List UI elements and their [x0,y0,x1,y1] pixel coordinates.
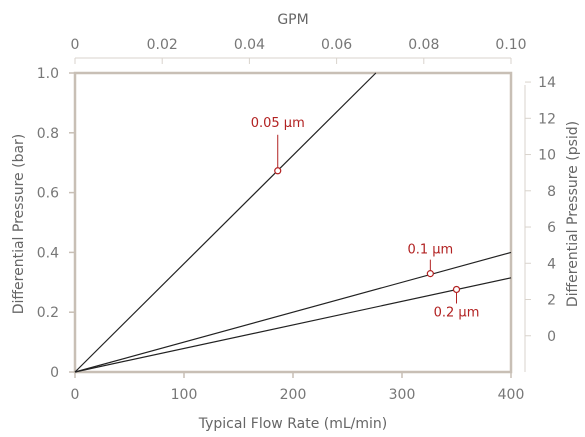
right-tick-label: 10 [538,148,556,164]
top-tick-label: 0.08 [408,37,439,53]
left-tick-label: 0.8 [37,126,59,142]
annotations: 0.05 µm 0.1 µm 0.2 µm [251,116,480,321]
left-tick-label: 0.6 [37,186,59,202]
top-tick-label: 0 [71,37,80,53]
top-axis-title: GPM [277,12,308,28]
right-tick-label: 8 [547,184,556,200]
top-tick-label: 0.02 [147,37,178,53]
left-tick-label: 0.4 [37,245,59,261]
series-marker [426,270,434,278]
bottom-tick-label: 0 [71,387,80,403]
series-layer [74,72,512,373]
top-tick-label: 0.10 [495,37,526,53]
series-marker [274,167,282,175]
plot-frame [73,57,526,374]
bottom-axis-title: Typical Flow Rate (mL/min) [198,416,388,432]
series-line [74,277,512,373]
bottom-tick-label: 300 [389,387,416,403]
right-axis-title: Differential Pressure (psid) [565,121,581,307]
series-label: 0.05 µm [251,116,305,131]
right-tick-label: 0 [547,329,556,345]
series-marker [452,285,461,294]
right-tick-label: 4 [547,256,556,272]
left-axis-title: Differential Pressure (bar) [11,134,27,315]
right-tick-label: 6 [547,220,556,236]
series-label: 0.2 µm [434,305,480,320]
top-tick-label: 0.06 [321,37,352,53]
right-tick-label: 14 [538,75,556,91]
series-line [74,251,512,373]
series-line [74,72,377,373]
top-tick-label: 0.04 [234,37,265,53]
series-label: 0.1 µm [407,243,453,258]
left-tick-label: 1.0 [37,66,59,82]
bottom-tick-label: 400 [498,387,525,403]
left-tick-label: 0.2 [37,305,59,321]
bottom-tick-label: 100 [171,387,198,403]
right-tick-label: 12 [538,111,556,127]
right-tick-label: 2 [547,293,556,309]
bottom-tick-label: 200 [280,387,307,403]
left-tick-label: 0 [50,365,59,381]
